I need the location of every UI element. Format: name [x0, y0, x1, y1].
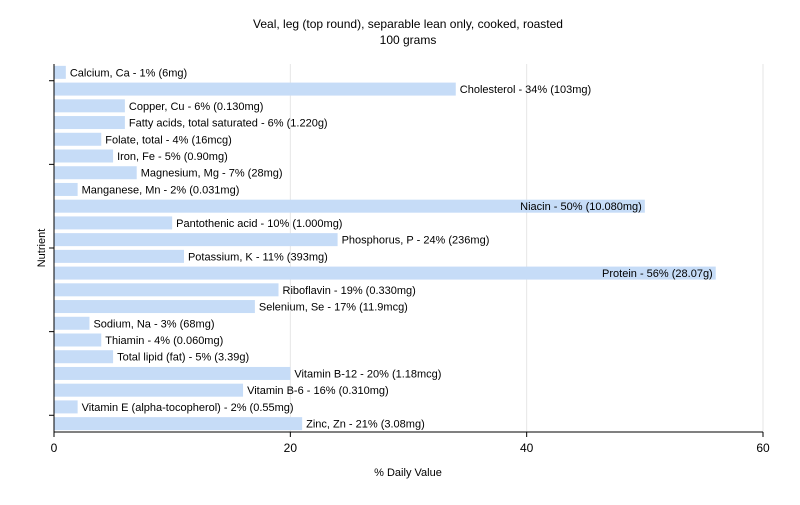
data-label: Potassium, K - 11% (393mg)	[188, 251, 328, 263]
data-label: Selenium, Se - 17% (11.9mcg)	[259, 302, 408, 314]
data-label: Zinc, Zn - 21% (3.08mg)	[306, 419, 425, 431]
bar	[54, 366, 291, 380]
bar	[54, 233, 338, 247]
bar	[54, 132, 102, 146]
data-label: Niacin - 50% (10.080mg)	[520, 201, 642, 213]
data-label: Vitamin E (alpha-tocopherol) - 2% (0.55m…	[82, 402, 294, 414]
axes: 0 20 40 60	[49, 64, 770, 455]
gridlines	[289, 64, 764, 432]
bar	[54, 116, 125, 130]
data-label: Sodium, Na - 3% (68mg)	[93, 318, 214, 330]
data-label: Fatty acids, total saturated - 6% (1.220…	[129, 118, 328, 130]
bar	[54, 249, 184, 263]
bar	[54, 65, 66, 79]
data-label: Riboflavin - 19% (0.330mg)	[283, 285, 416, 297]
data-label: Folate, total - 4% (16mcg)	[105, 134, 232, 146]
chart-subtitle: 100 grams	[380, 33, 437, 47]
data-label: Copper, Cu - 6% (0.130mg)	[129, 101, 264, 113]
bars: Calcium, Ca - 1% (6mg) Cholesterol - 34% …	[54, 65, 716, 431]
data-label: Phosphorus, P - 24% (236mg)	[342, 235, 490, 247]
data-label: Thiamin - 4% (0.060mg)	[105, 335, 223, 347]
data-label: Manganese, Mn - 2% (0.031mg)	[82, 184, 240, 196]
bar	[54, 400, 78, 414]
bar	[54, 182, 78, 196]
data-label: Vitamin B-6 - 16% (0.310mg)	[247, 385, 389, 397]
bar	[54, 350, 114, 364]
x-tick-label: 0	[51, 441, 58, 455]
bar	[54, 316, 90, 330]
bar	[54, 266, 716, 280]
data-label: Magnesium, Mg - 7% (28mg)	[141, 168, 283, 180]
data-label: Protein - 56% (28.07g)	[602, 268, 713, 280]
y-axis-label: Nutrient	[36, 229, 48, 268]
x-tick-label: 40	[520, 441, 534, 455]
bar	[54, 417, 303, 431]
bar	[54, 149, 114, 163]
bar	[54, 333, 102, 347]
bar	[54, 300, 255, 314]
bar	[54, 199, 645, 213]
data-label: Cholesterol - 34% (103mg)	[460, 84, 591, 96]
data-label: Calcium, Ca - 1% (6mg)	[70, 67, 187, 79]
data-label: Vitamin B-12 - 20% (1.18mcg)	[294, 368, 441, 380]
bar	[54, 99, 125, 113]
chart-title: Veal, leg (top round), separable lean on…	[253, 17, 563, 31]
bar	[54, 166, 137, 180]
bar	[54, 216, 173, 230]
x-tick-label: 20	[284, 441, 298, 455]
x-tick-label: 60	[756, 441, 770, 455]
x-axis-label: % Daily Value	[374, 467, 442, 479]
data-label: Pantothenic acid - 10% (1.000mg)	[176, 218, 342, 230]
bar	[54, 283, 279, 297]
bar	[54, 82, 456, 96]
data-label: Total lipid (fat) - 5% (3.39g)	[117, 352, 249, 364]
bar	[54, 383, 244, 397]
data-label: Iron, Fe - 5% (0.90mg)	[117, 151, 228, 163]
